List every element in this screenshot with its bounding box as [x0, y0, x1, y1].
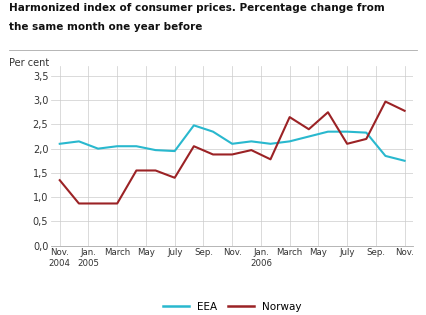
Legend: EEA, Norway: EEA, Norway	[158, 298, 306, 315]
Text: the same month one year before: the same month one year before	[9, 22, 202, 32]
Text: Per cent: Per cent	[9, 58, 49, 68]
Text: Harmonized index of consumer prices. Percentage change from: Harmonized index of consumer prices. Per…	[9, 3, 384, 13]
